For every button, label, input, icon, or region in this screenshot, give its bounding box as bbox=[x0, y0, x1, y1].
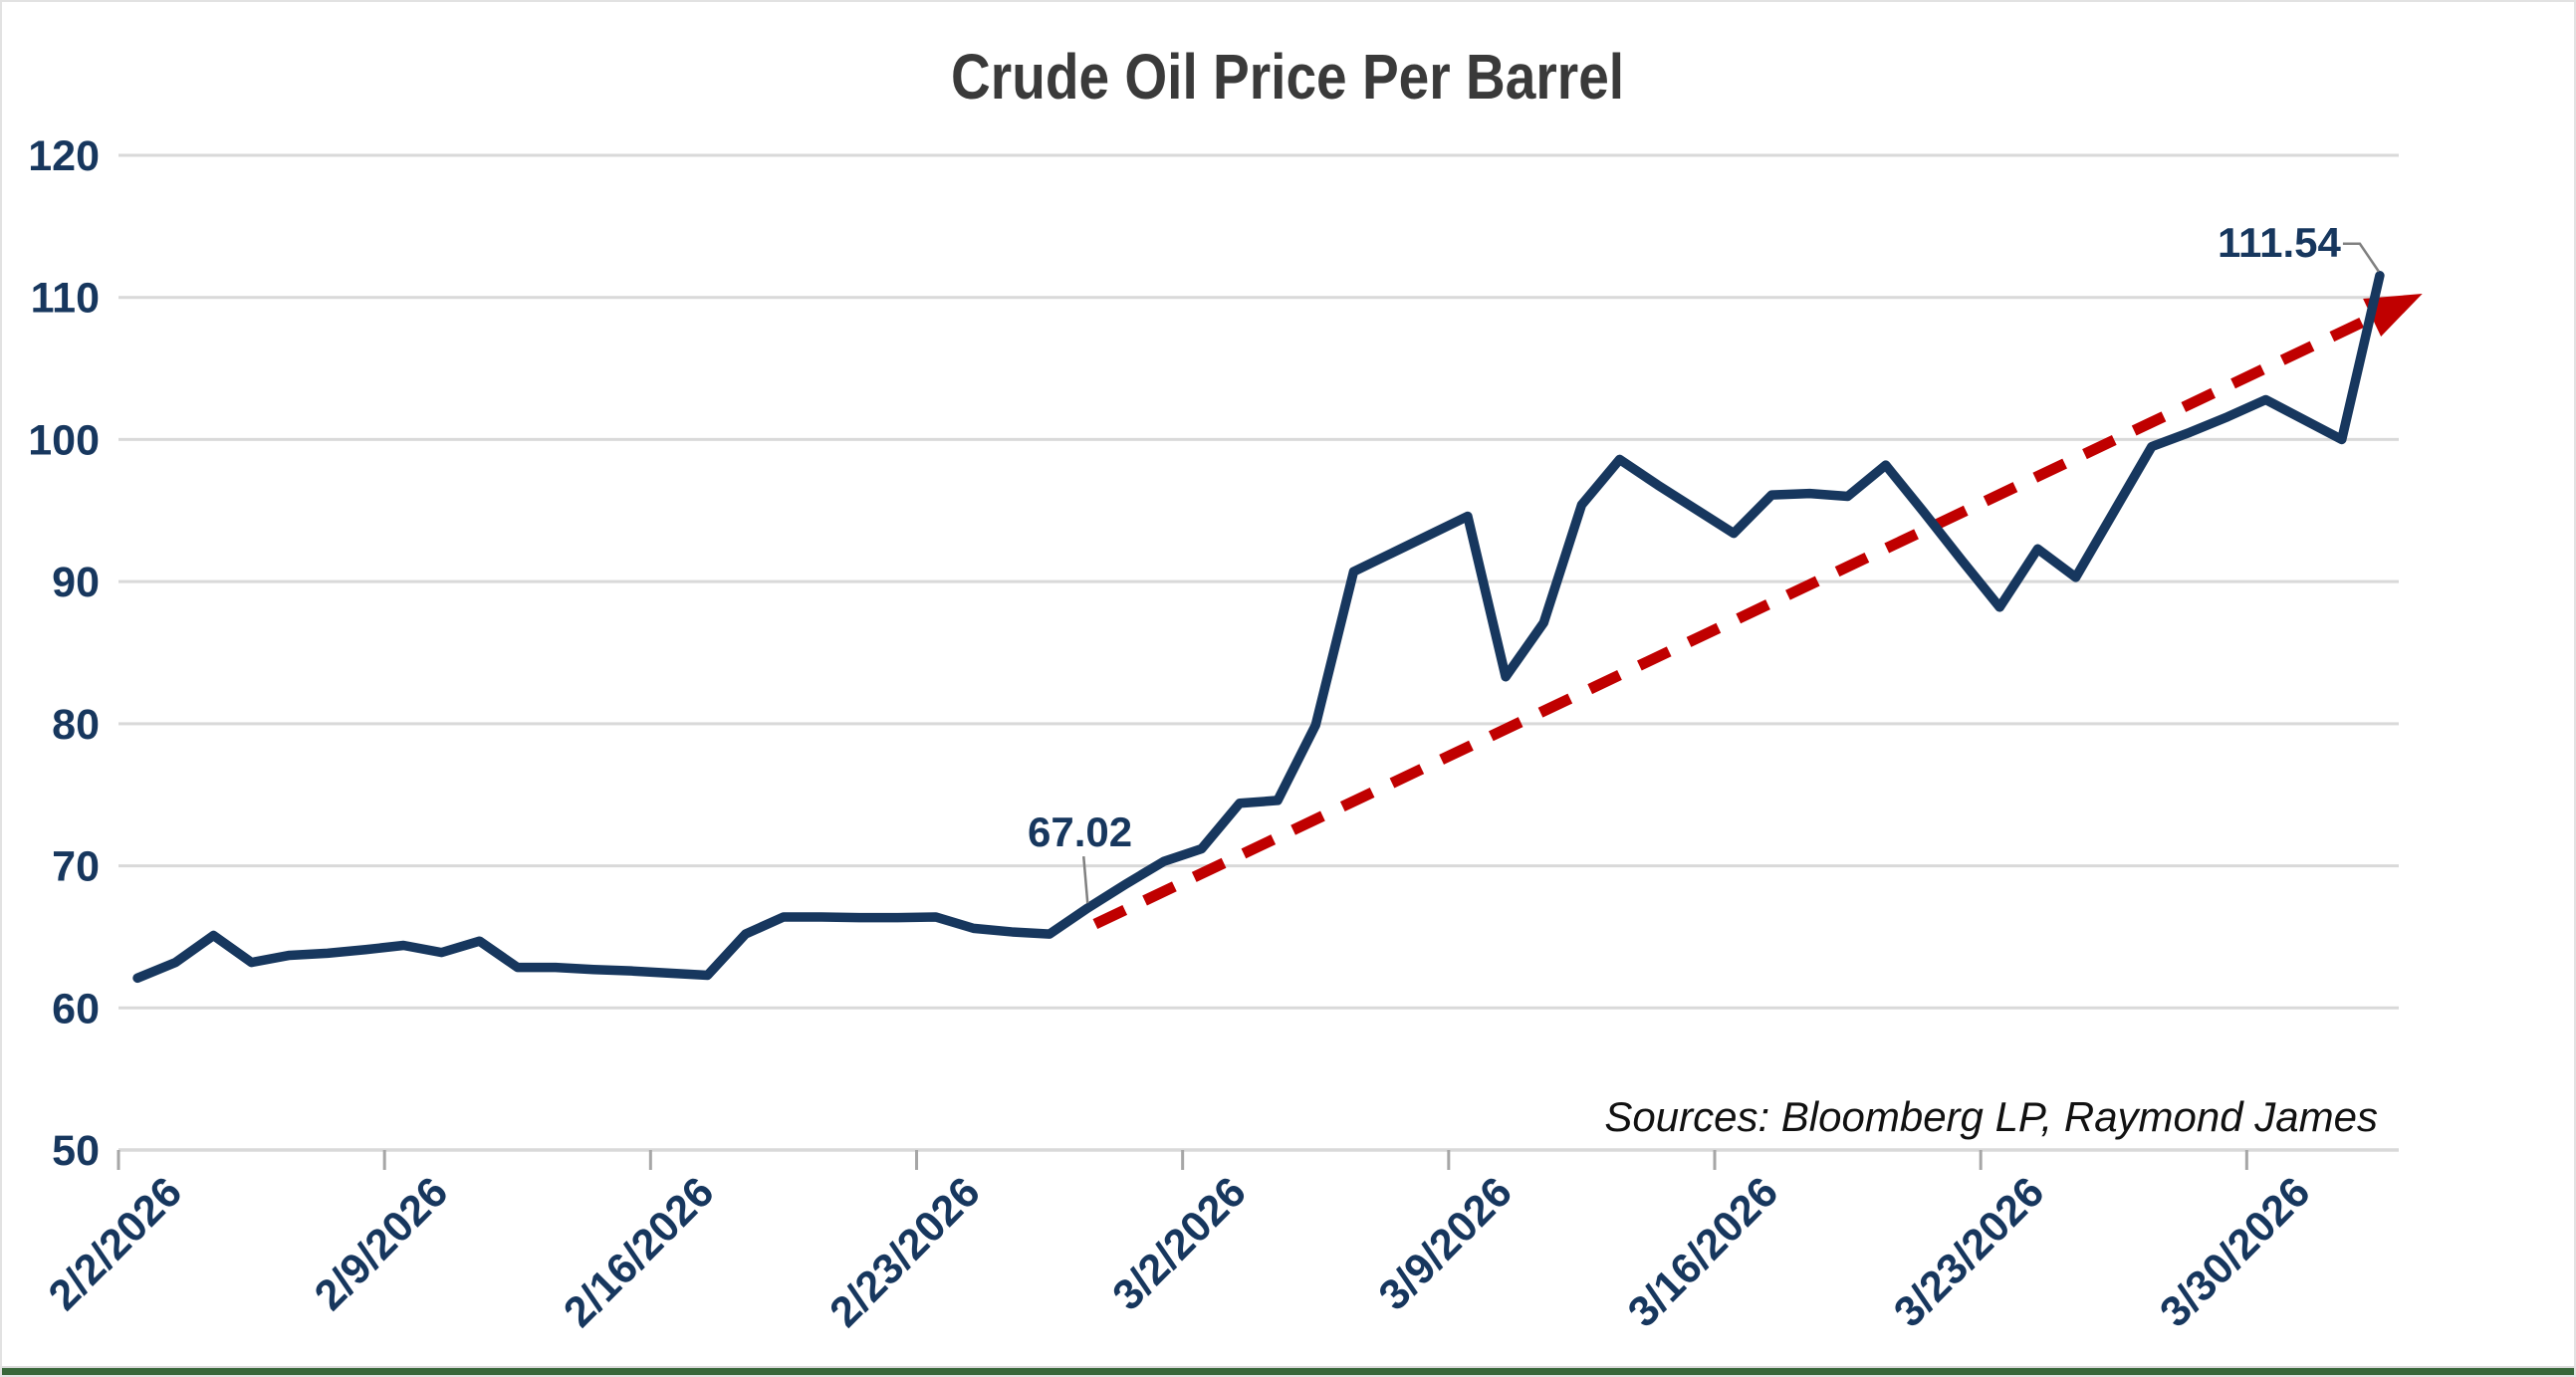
y-tick-label: 80 bbox=[52, 701, 100, 749]
x-tick-label: 3/23/2026 bbox=[1885, 1168, 2053, 1336]
y-tick-label: 60 bbox=[52, 985, 100, 1033]
y-tick-label: 100 bbox=[28, 416, 100, 464]
y-tick-label: 70 bbox=[52, 843, 100, 891]
x-tick-label: 3/16/2026 bbox=[1619, 1168, 1787, 1336]
leader-line-111-54 bbox=[2342, 242, 2380, 273]
x-tick-label: 2/16/2026 bbox=[555, 1168, 723, 1336]
x-tick-label: 2/2/2026 bbox=[40, 1168, 191, 1319]
annotation-111-54: 111.54 bbox=[2218, 219, 2341, 266]
x-tick-label: 3/2/2026 bbox=[1103, 1168, 1255, 1319]
y-tick-label: 50 bbox=[52, 1127, 100, 1175]
source-note: Sources: Bloomberg LP, Raymond James bbox=[1604, 1093, 2378, 1140]
x-tick-label: 2/23/2026 bbox=[820, 1168, 989, 1336]
bottom-green-bar bbox=[2, 1366, 2574, 1375]
y-tick-label: 120 bbox=[28, 132, 100, 180]
annotation-67-02: 67.02 bbox=[1028, 808, 1133, 855]
chart-title: Crude Oil Price Per Barrel bbox=[951, 41, 1625, 113]
x-tick-label: 3/30/2026 bbox=[2151, 1168, 2319, 1336]
y-tick-label: 110 bbox=[31, 275, 100, 323]
chart-title-row: Crude Oil Price Per Barrel bbox=[2, 40, 2574, 114]
x-tick-label: 3/9/2026 bbox=[1370, 1168, 1522, 1319]
series-line bbox=[132, 270, 2385, 984]
leader-line-67-02 bbox=[1082, 855, 1089, 904]
trendline-dashed bbox=[1092, 311, 2379, 930]
y-tick-label: 90 bbox=[52, 559, 100, 606]
x-tick-label: 2/9/2026 bbox=[306, 1168, 457, 1319]
